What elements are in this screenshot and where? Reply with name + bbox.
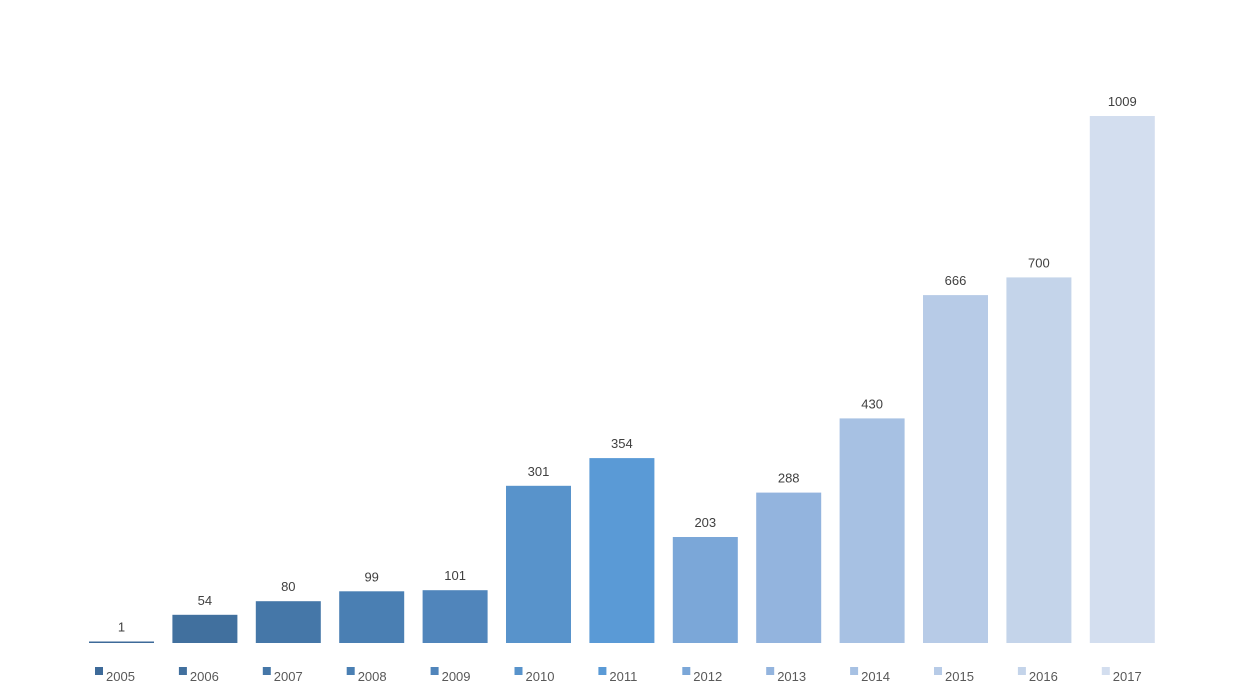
value-label-2016: 700: [1028, 255, 1050, 270]
legend-label-2007: 2007: [274, 669, 303, 684]
legend-label-2011: 2011: [609, 669, 637, 684]
value-label-2011: 354: [611, 436, 633, 451]
bar-2009: [422, 590, 488, 643]
legend-label-2012: 2012: [693, 669, 722, 684]
legend-label-2014: 2014: [861, 669, 890, 684]
bar-2006: [172, 614, 238, 643]
legend-label-2016: 2016: [1029, 669, 1058, 684]
bar-2016: [1006, 277, 1072, 643]
legend-swatch-2013: [766, 667, 775, 675]
legend-swatch-2015: [934, 667, 942, 675]
legend-swatch-2014: [850, 667, 859, 675]
bar-2014: [839, 418, 905, 643]
legend-label-2015: 2015: [945, 669, 974, 684]
bar-2013: [756, 492, 822, 643]
legend-label-2005: 2005: [106, 669, 135, 684]
value-label-2012: 203: [694, 515, 716, 530]
legend-swatch-2006: [178, 667, 187, 675]
bar-2007: [255, 601, 321, 643]
bar-2005: [89, 641, 154, 643]
value-label-2013: 288: [778, 471, 800, 486]
value-label-2017: 1009: [1108, 94, 1137, 109]
legend-swatch-2011: [598, 667, 607, 675]
legend-swatch-2012: [682, 667, 691, 675]
value-labels-group: 1 54 80 99 101 301 354 203 288 430 666 700 1009: [118, 94, 1137, 635]
legend-label-2010: 2010: [526, 669, 555, 684]
value-label-2005: 1: [118, 620, 125, 635]
value-label-2007: 80: [281, 579, 295, 594]
legend-label-2008: 2008: [358, 669, 387, 684]
value-label-2015: 666: [945, 273, 967, 288]
value-label-2009: 101: [444, 568, 466, 583]
legend-label-2017: 2017: [1113, 669, 1142, 684]
legend-swatch-2017: [1101, 667, 1110, 675]
value-label-2010: 301: [528, 464, 550, 479]
legend-swatch-2007: [262, 667, 271, 675]
legend-swatch-2010: [514, 667, 523, 675]
bar-2008: [339, 591, 405, 643]
bar-2010: [506, 485, 571, 643]
legend-swatch-2016: [1017, 667, 1026, 675]
legend-label-2009: 2009: [442, 669, 471, 684]
value-label-2014: 430: [861, 396, 883, 411]
bar-2011: [589, 458, 655, 643]
legend-swatch-2008: [346, 667, 355, 675]
value-label-2006: 54: [198, 593, 212, 608]
legend-swatch-2009: [430, 667, 439, 675]
legend-label-2006: 2006: [190, 669, 219, 684]
bars-group: [89, 116, 1155, 643]
bar-2017: [1089, 116, 1155, 643]
legend-label-2013: 2013: [777, 669, 806, 684]
value-label-2008: 99: [364, 569, 378, 584]
bar-2012: [672, 537, 738, 643]
legend: 2005 2006 2007 2008 2009 2010 2011 2012 2013 2014…: [95, 667, 1142, 684]
bar-2015: [923, 295, 988, 643]
legend-swatch-2005: [95, 667, 103, 675]
